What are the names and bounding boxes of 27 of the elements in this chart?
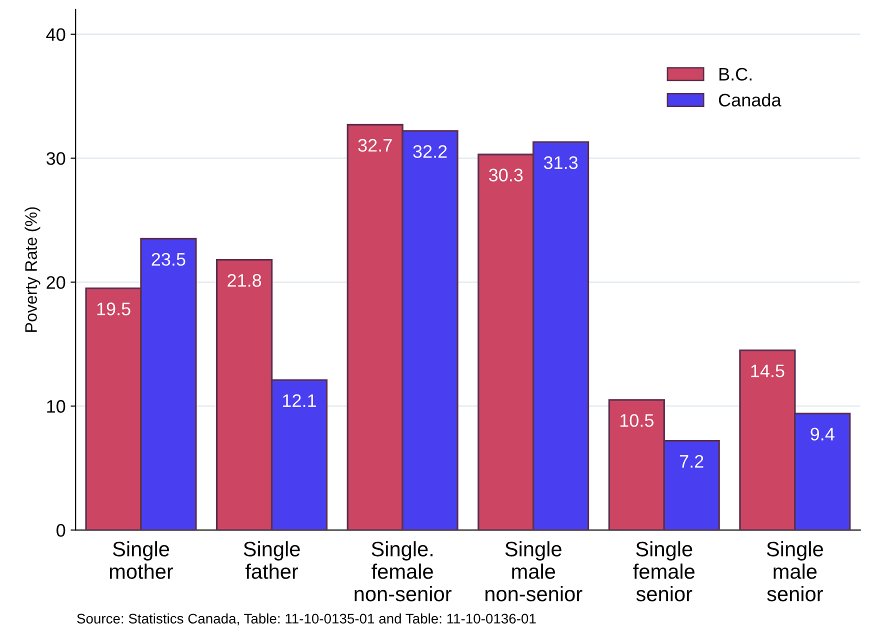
data-label: 7.2: [680, 455, 704, 468]
data-label: 14.5: [751, 364, 784, 378]
x-tick-label: Single female senior: [633, 541, 694, 602]
legend-label: B.C.: [720, 68, 752, 81]
data-label: 9.4: [810, 428, 834, 441]
y-tick-label: 40: [46, 28, 66, 41]
y-tick-label: 0: [56, 524, 66, 537]
source-note: Source: Statistics Canada, Table: 11-10-0135-01 and Table: 11-10-0136-01: [77, 613, 536, 626]
y-axis-title: Poverty Rate (%): [24, 207, 40, 332]
data-label: 21.8: [228, 274, 262, 287]
x-tick-label: Single male non-senior: [486, 541, 582, 602]
y-tick-label: 10: [47, 400, 66, 413]
y-tick-label: 20: [46, 276, 66, 289]
data-label: 19.5: [97, 302, 130, 316]
data-label: 10.5: [620, 414, 654, 427]
data-label: 32.2: [413, 145, 447, 158]
legend-label: Canada: [718, 93, 782, 106]
data-label: 12.1: [283, 394, 316, 407]
y-tick-label: 30: [46, 152, 66, 165]
x-tick-label: Single. female non-senior: [354, 541, 452, 602]
x-tick-label: Single male senior: [766, 541, 823, 602]
data-label: 30.3: [489, 168, 523, 182]
data-label: 32.7: [358, 138, 392, 152]
x-tick-label: Single father: [244, 541, 300, 579]
data-label: 23.5: [152, 252, 186, 266]
x-tick-label: Single mother: [110, 541, 174, 579]
data-label: 31.3: [544, 156, 578, 170]
